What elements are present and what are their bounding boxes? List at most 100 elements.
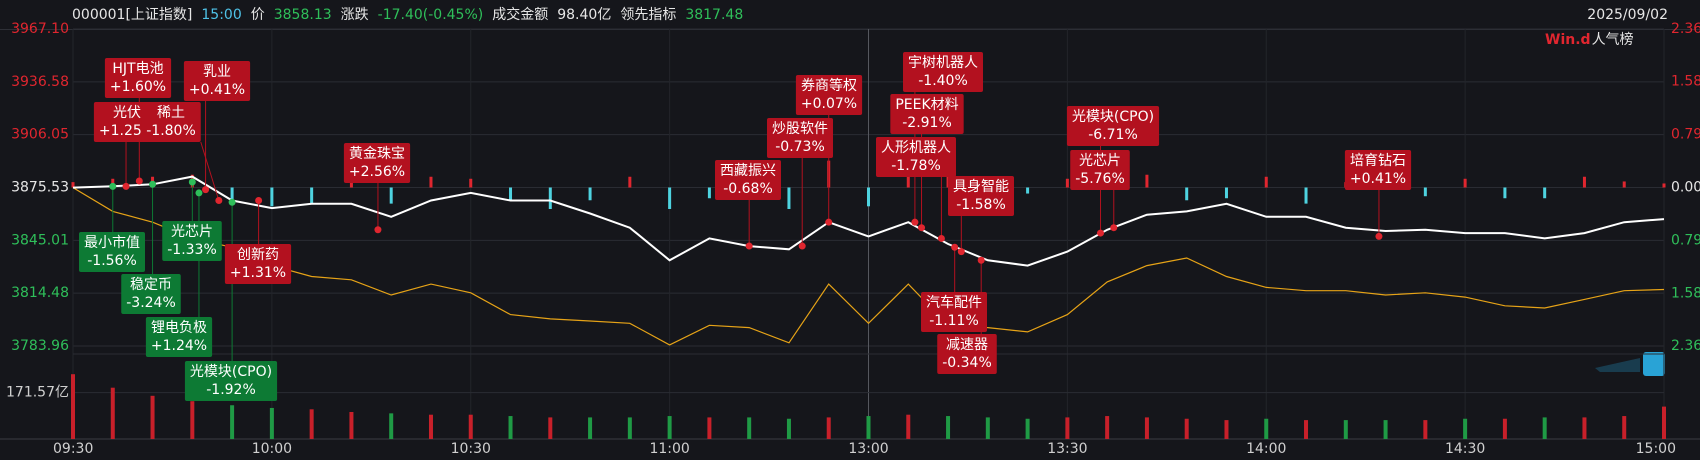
annotation-box	[104, 58, 172, 98]
annotation-dot	[977, 256, 985, 264]
annotation-dot	[122, 182, 130, 190]
annotation: 光模块(CPO) -1.92%	[184, 361, 278, 401]
header-item: 3858.13	[274, 7, 332, 23]
annotation-label: 培育钻石	[1350, 153, 1406, 169]
header-item: 成交金额	[492, 6, 548, 23]
annotation-label: 锂电负极	[151, 320, 207, 336]
annotation-change: +0.41%	[189, 82, 245, 98]
breadth-bar	[787, 187, 791, 209]
volume-bar	[627, 417, 632, 439]
breadth-bar	[310, 187, 314, 204]
annotation: 最小市值 -1.56%	[79, 232, 145, 272]
volume-bar	[1184, 418, 1189, 439]
volume-bar	[1343, 420, 1348, 439]
volume-tick-label: 171.57亿	[6, 385, 69, 401]
volume-bar	[1105, 416, 1110, 439]
breadth-bar	[71, 182, 75, 188]
volume-bar	[389, 413, 394, 439]
volume-bar	[667, 416, 672, 439]
annotation: PEEK材料 -2.91%	[890, 94, 964, 134]
volume-bar	[985, 417, 990, 439]
x-tick-label: 13:00	[848, 441, 888, 457]
annotation-change: +1.60%	[110, 79, 166, 95]
annotation-change: -1.56%	[87, 253, 137, 269]
annotation-dot	[202, 186, 210, 194]
annotation: 乳业 +0.41%	[183, 61, 251, 101]
y2-tick-label: 0.00%	[1671, 180, 1700, 196]
annotation-box	[715, 160, 781, 200]
breadth-bar	[668, 187, 672, 209]
annotation-leader	[200, 141, 220, 201]
volume-bar	[548, 417, 553, 439]
annotation-change: +1.31%	[230, 265, 286, 281]
annotation-label: 炒股软件	[772, 121, 828, 137]
annotation: 西藏振兴 -0.68%	[715, 160, 781, 200]
annotation: 锂电负极 +1.24%	[145, 317, 213, 357]
annotation-box	[890, 94, 964, 134]
annotation-dot	[374, 226, 382, 234]
annotation-box	[767, 118, 833, 158]
annotation-label: 黄金珠宝	[349, 145, 405, 162]
annotation-box	[1070, 150, 1130, 190]
annotation-dot	[825, 218, 833, 226]
breadth-bar	[588, 187, 592, 201]
x-tick-label: 14:00	[1246, 441, 1286, 457]
volume-bar	[1144, 417, 1149, 439]
annotation-dot	[228, 198, 236, 206]
annotation-change: -1.33%	[167, 242, 217, 258]
annotation-label: 光模块(CPO)	[1072, 109, 1154, 125]
annotation-change: -3.24%	[126, 295, 176, 311]
annotation-dot	[1375, 232, 1383, 240]
annotation-label: 汽车配件	[926, 294, 982, 311]
volume-bar	[1224, 420, 1229, 439]
volume-bar	[1542, 417, 1547, 439]
volume-bar	[1423, 420, 1428, 439]
annotation-change: -5.76%	[1075, 171, 1125, 187]
annotation-label: 稳定币	[130, 277, 172, 293]
volume-bar	[1463, 418, 1468, 439]
annotation-label: 具身智能	[953, 179, 1009, 195]
breadth-bar	[230, 187, 234, 204]
x-tick-label: 11:00	[649, 441, 689, 457]
breadth-bar	[1582, 176, 1586, 188]
annotation-label: HJT电池	[112, 61, 163, 77]
annotation: 宇树机器人 -1.40%	[903, 52, 983, 92]
annotation-dot	[188, 178, 196, 186]
annotations: 光伏+1.25%HJT电池+1.60%乳业+0.41%稀土-1.80%最小市值-…	[79, 52, 1412, 401]
header-item: 价	[251, 7, 265, 23]
annotation-dot	[149, 180, 157, 188]
annotation-label: 减速器	[946, 337, 988, 353]
volume-bar	[786, 418, 791, 439]
header-item: 涨跌	[341, 7, 369, 23]
breadth-bar	[1423, 187, 1427, 197]
y2-tick-label: 1.58%	[1671, 286, 1700, 302]
x-tick-label: 14:30	[1445, 441, 1485, 457]
annotation-change: +0.07%	[801, 96, 857, 112]
annotation-change: +2.56%	[349, 164, 405, 180]
annotation-label: 人形机器人	[881, 140, 951, 156]
breadth-bar	[1463, 178, 1467, 188]
breadth-bar	[1503, 187, 1507, 199]
price-line	[72, 187, 1665, 346]
breadth-bar	[707, 187, 711, 199]
annotation-box	[162, 221, 222, 261]
volume-bar	[269, 407, 274, 439]
breadth-bar	[1622, 181, 1626, 188]
volume-bar	[1304, 420, 1309, 439]
annotation-label: PEEK材料	[895, 97, 958, 113]
annotation-dot	[937, 234, 945, 242]
header-item: 领先指标	[620, 7, 676, 23]
annotation-change: -1.58%	[956, 197, 1006, 213]
y2-tick-label: 2.36%	[1671, 21, 1700, 37]
x-tick-label: 09:30	[53, 441, 93, 457]
annotation: 培育钻石 +0.41%	[1344, 150, 1412, 190]
annotation-dot	[918, 224, 926, 232]
annotation: HJT电池 +1.60%	[104, 58, 172, 98]
annotation-dot	[911, 218, 919, 226]
annotation-dot	[951, 243, 959, 251]
y-tick-label: 3814.48	[11, 285, 69, 301]
volume-bar	[1582, 417, 1587, 439]
annotation: 光芯片 -5.76%	[1070, 150, 1130, 190]
annotation-change: +1.25%	[99, 123, 155, 139]
